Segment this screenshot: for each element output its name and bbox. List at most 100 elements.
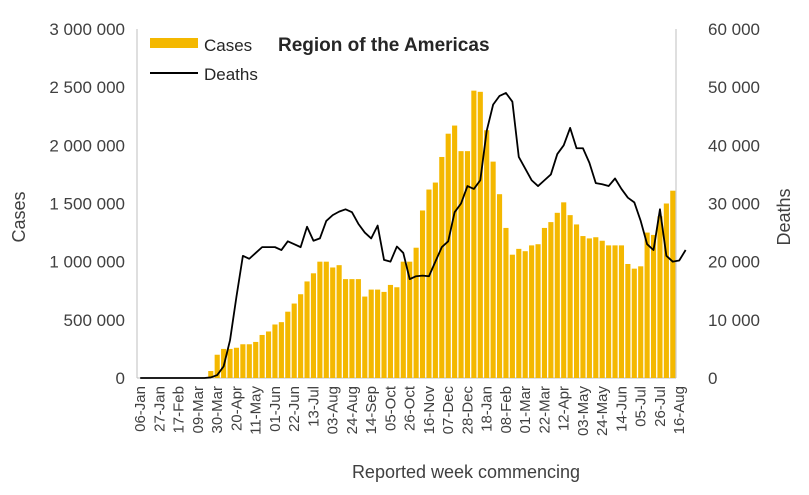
- bar-cases: [214, 354, 220, 378]
- y-left-tick-label: 1 000 000: [49, 253, 125, 272]
- bar-cases: [650, 234, 657, 378]
- bar-cases: [362, 296, 368, 378]
- x-tick-label: 05-Oct: [383, 385, 400, 431]
- x-tick-label: 01-Mar: [517, 386, 534, 434]
- y-left-tick-label: 3 000 000: [49, 20, 125, 39]
- bar-cases: [580, 236, 586, 378]
- legend-label-deaths: Deaths: [204, 65, 258, 84]
- bar-cases: [272, 324, 278, 378]
- legend-label-cases: Cases: [204, 36, 252, 55]
- y-axis-right-title: Deaths: [774, 188, 794, 245]
- y-left-tick-label: 500 000: [64, 311, 125, 330]
- x-tick-label: 16-Nov: [421, 386, 438, 435]
- bar-cases: [342, 279, 349, 378]
- bar-cases: [599, 240, 605, 378]
- bar-cases: [631, 268, 637, 378]
- bar-cases: [561, 202, 567, 378]
- x-tick-label: 03-May: [575, 386, 592, 437]
- x-tick-label: 26-Jul: [652, 386, 669, 427]
- bar-cases: [464, 151, 471, 378]
- x-tick-label: 12-Apr: [556, 386, 573, 431]
- bar-cases: [240, 344, 246, 378]
- bar-cases: [394, 287, 400, 378]
- bar-cases: [593, 237, 599, 378]
- x-tick-label: 16-Aug: [671, 386, 688, 434]
- x-tick-label: 26-Oct: [402, 385, 419, 431]
- bar-cases: [586, 238, 592, 378]
- bar-cases: [509, 254, 515, 378]
- bar-cases: [554, 212, 560, 378]
- legend-swatch-cases: [150, 38, 198, 48]
- x-tick-label: 24-May: [594, 386, 611, 437]
- x-tick-label: 22-Jun: [286, 386, 303, 432]
- x-tick-label: 09-Mar: [190, 386, 207, 434]
- bar-cases: [452, 125, 458, 378]
- y-right-tick-label: 60 000: [708, 20, 760, 39]
- tick-labels: 0 500 000 1 000 000 1 500 000 2 000 000 2 500…: [49, 20, 760, 436]
- y-left-tick-label: 1 500 000: [49, 195, 125, 214]
- bar-cases: [426, 189, 432, 378]
- x-tick-label: 14-Sep: [363, 386, 380, 434]
- bar-cases: [439, 156, 445, 378]
- x-tick-label: 30-Mar: [209, 386, 226, 434]
- y-left-tick-label: 2 000 000: [49, 136, 125, 155]
- y-left-tick-label: 0: [116, 369, 125, 388]
- x-tick-label: 14-Jun: [614, 386, 631, 432]
- y-right-tick-label: 10 000: [708, 311, 760, 330]
- bar-cases: [471, 90, 477, 378]
- deaths-line: [140, 92, 687, 379]
- bar-cases: [298, 294, 304, 378]
- y-axis-left-title: Cases: [9, 191, 29, 242]
- bar-cases: [663, 203, 669, 378]
- bar-cases: [529, 245, 535, 378]
- axes-layer: [136, 29, 677, 379]
- bar-cases: [246, 344, 252, 378]
- bar-cases: [477, 91, 483, 378]
- bar-cases: [567, 215, 573, 378]
- bar-cases: [503, 227, 509, 378]
- y-right-tick-label: 0: [708, 369, 717, 388]
- cases-bars: [201, 90, 676, 378]
- y-right-tick-label: 20 000: [708, 253, 760, 272]
- bar-cases: [516, 248, 522, 378]
- bar-cases: [291, 303, 297, 378]
- bar-cases: [407, 261, 413, 378]
- x-tick-label: 11-May: [248, 386, 265, 435]
- bar-cases: [355, 279, 361, 378]
- x-tick-label: 18-Jan: [479, 386, 496, 432]
- chart-title: Region of the Americas: [278, 35, 490, 56]
- bar-cases: [336, 265, 342, 378]
- bar-cases: [657, 216, 663, 378]
- x-tick-label: 06-Jan: [132, 386, 149, 432]
- bar-cases: [644, 232, 650, 378]
- bar-cases: [638, 266, 644, 378]
- bar-cases: [419, 210, 426, 378]
- x-tick-label: 07-Dec: [440, 386, 457, 435]
- x-tick-label: 24-Aug: [344, 386, 361, 434]
- bar-cases: [548, 222, 554, 378]
- bar-cases: [330, 267, 336, 378]
- bar-cases: [535, 244, 541, 378]
- x-tick-label: 22-Mar: [537, 386, 554, 434]
- bar-cases: [323, 261, 329, 378]
- bar-cases: [375, 289, 381, 378]
- x-tick-label: 13-Jul: [306, 386, 323, 427]
- bar-cases: [490, 161, 496, 378]
- bar-cases: [304, 281, 310, 378]
- bar-cases: [612, 245, 618, 378]
- bar-cases: [310, 273, 317, 378]
- bar-cases: [413, 247, 419, 378]
- x-tick-label: 03-Aug: [325, 386, 342, 434]
- bar-cases: [253, 341, 259, 378]
- bar-cases: [400, 261, 406, 378]
- x-tick-label: 17-Feb: [171, 386, 188, 434]
- bar-cases: [208, 371, 214, 378]
- bar-cases: [522, 251, 528, 378]
- bar-cases: [445, 133, 451, 378]
- x-tick-label: 05-Jul: [633, 386, 650, 427]
- y-right-tick-label: 40 000: [708, 136, 760, 155]
- x-tick-label: 28-Dec: [460, 386, 477, 435]
- bar-cases: [625, 263, 631, 378]
